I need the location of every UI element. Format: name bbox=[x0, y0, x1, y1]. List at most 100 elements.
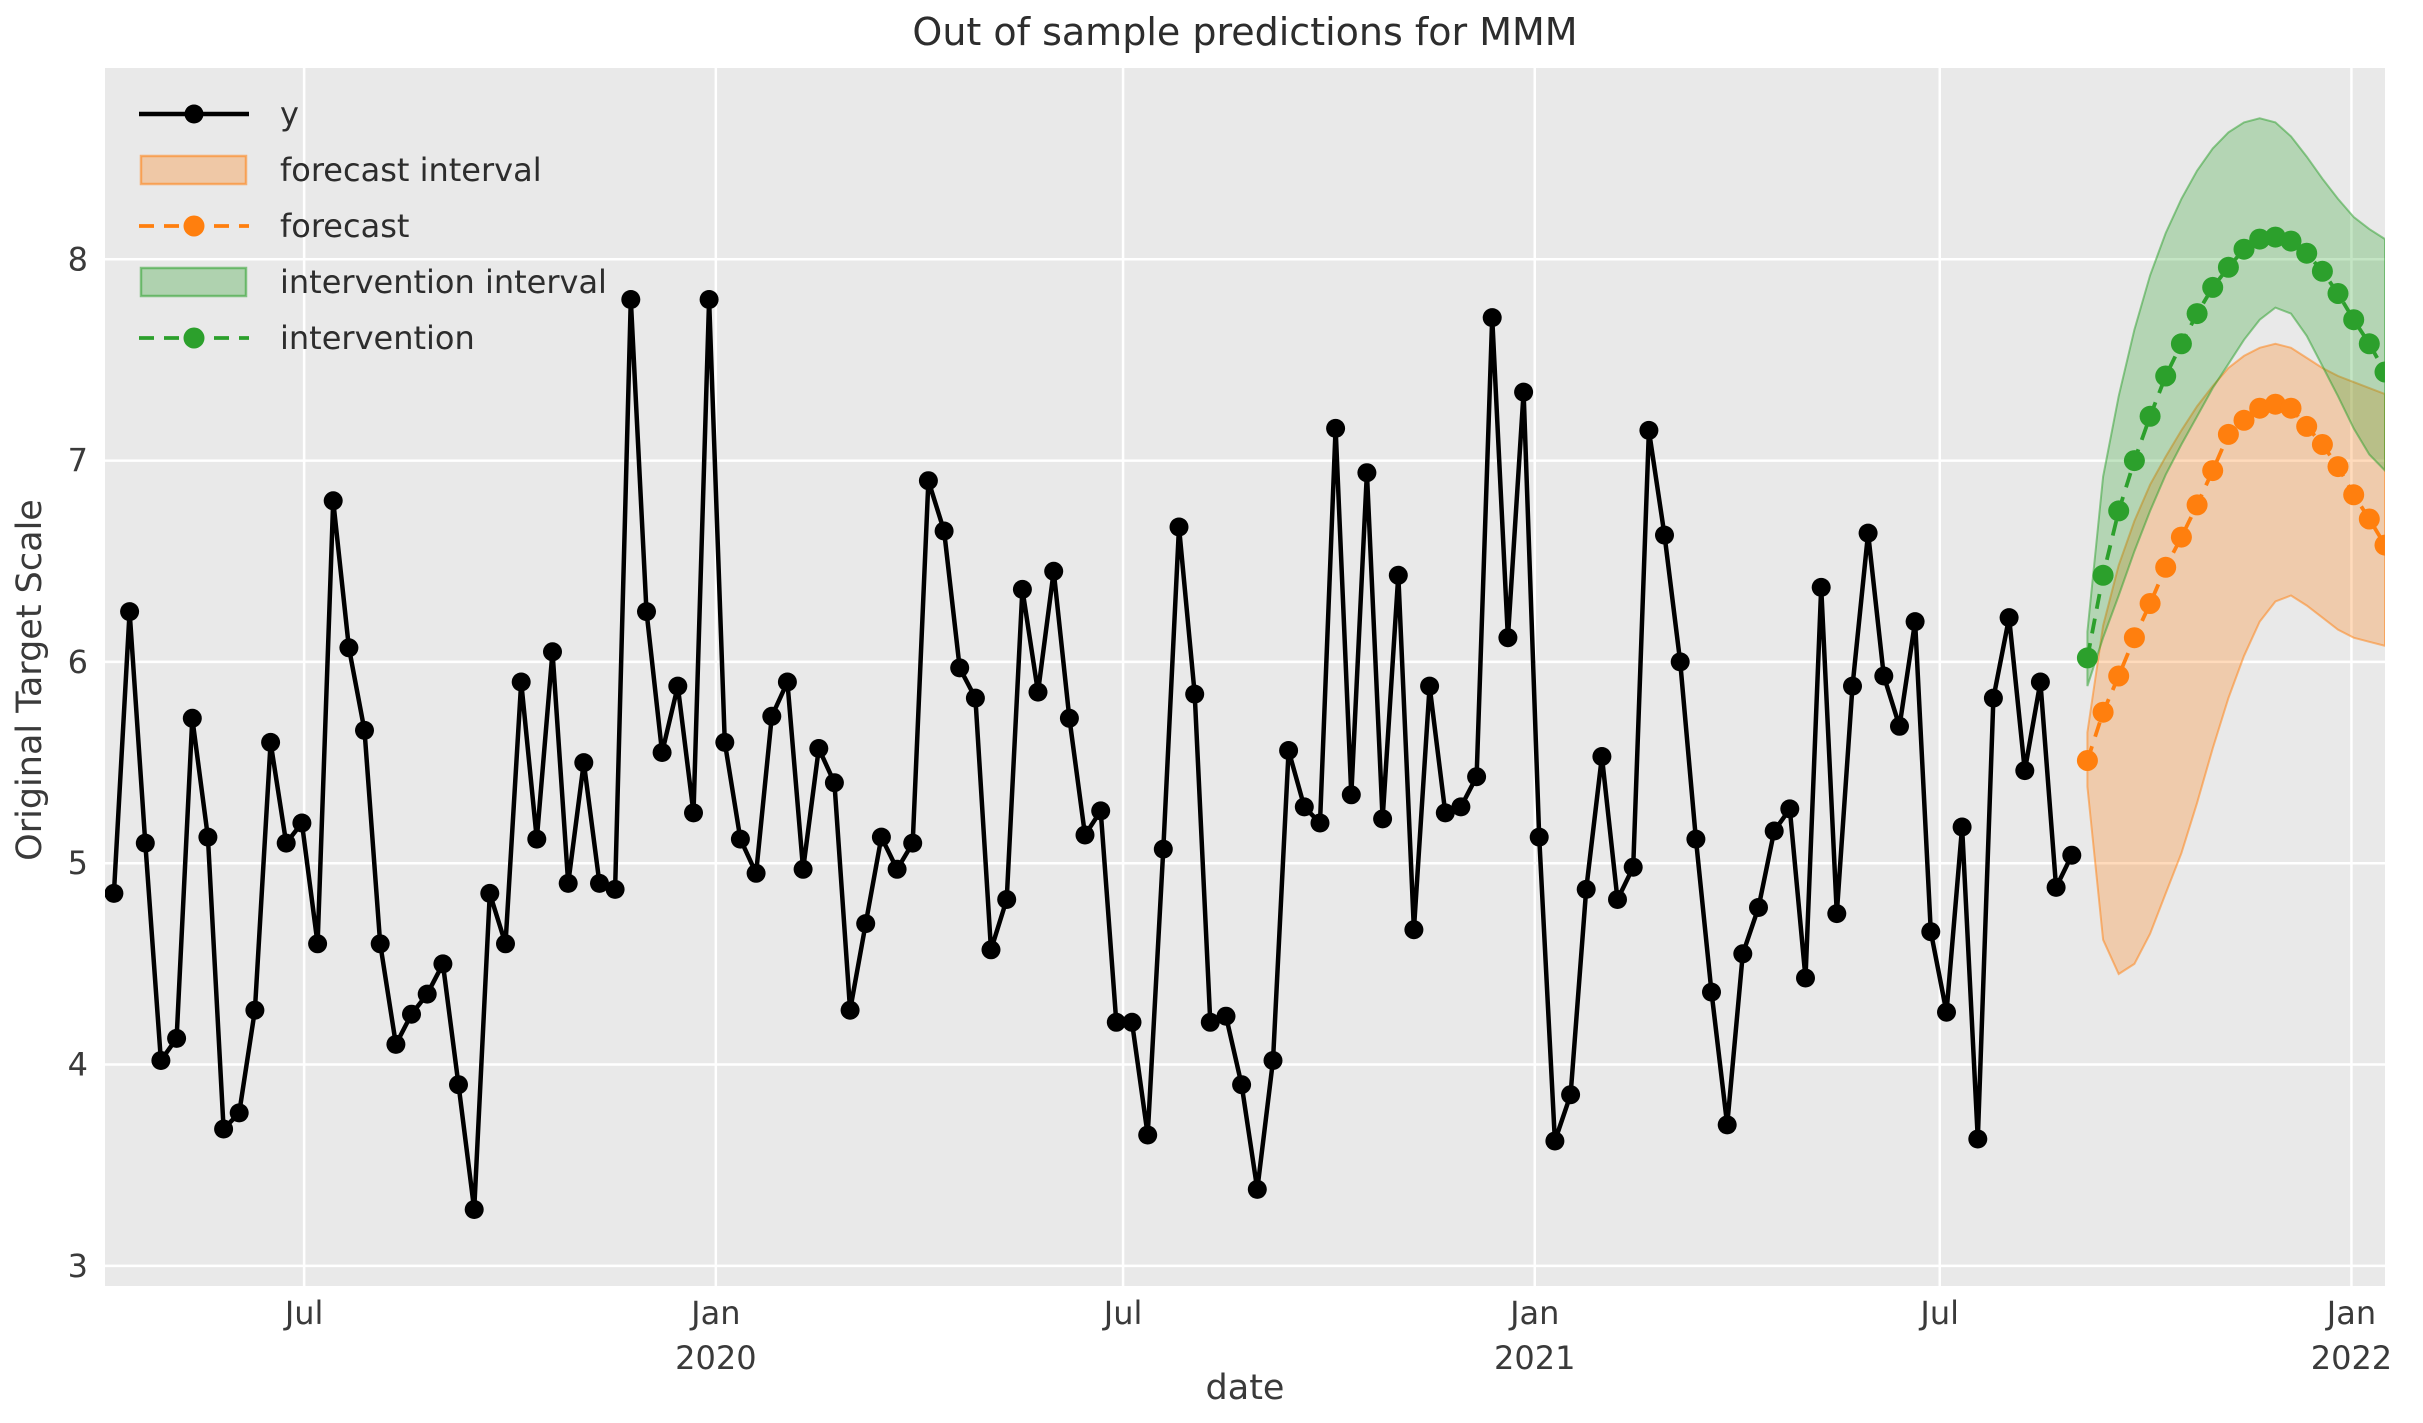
series-y-point bbox=[214, 1119, 234, 1139]
series-y-point bbox=[762, 706, 782, 726]
legend-label-intervention: intervention bbox=[280, 318, 475, 357]
series-y-point bbox=[1326, 418, 1346, 438]
legend-label-forecast-interval: forecast interval bbox=[280, 150, 542, 189]
series-y-point bbox=[245, 1000, 265, 1020]
series-y-point bbox=[871, 827, 891, 847]
series-y-point bbox=[997, 890, 1017, 909]
legend-swatch-intervention bbox=[139, 327, 249, 348]
series-y-point bbox=[1357, 463, 1377, 483]
series-y-point bbox=[1373, 809, 1393, 829]
forecast-point bbox=[2343, 484, 2365, 506]
intervention-point bbox=[2202, 276, 2224, 298]
series-y-point bbox=[918, 471, 938, 491]
forecast-point bbox=[2327, 456, 2349, 478]
intervention-point bbox=[2217, 256, 2239, 278]
series-y-point bbox=[1858, 523, 1878, 543]
series-y-point bbox=[1890, 716, 1909, 736]
x-tick-label: Jan bbox=[689, 1294, 740, 1332]
series-y-point bbox=[2062, 845, 2082, 865]
x-tick-label: Jul bbox=[1918, 1294, 1959, 1332]
series-y-point bbox=[339, 638, 359, 658]
series-y-point bbox=[1467, 767, 1487, 787]
series-y-point bbox=[2015, 761, 2035, 781]
series-y-point bbox=[229, 1103, 249, 1123]
series-y-point bbox=[1545, 1131, 1565, 1151]
intervention-point bbox=[2233, 238, 2255, 260]
intervention-point bbox=[2092, 564, 2114, 586]
series-y-point bbox=[809, 739, 829, 758]
series-y-point bbox=[417, 984, 437, 1004]
forecast-point bbox=[2311, 434, 2333, 455]
legend-item-y: y bbox=[133, 90, 607, 137]
series-y-point bbox=[1435, 803, 1455, 823]
forecast-point bbox=[2186, 494, 2208, 516]
series-y-point bbox=[1655, 525, 1674, 545]
legend-item-forecast: forecast bbox=[133, 202, 607, 249]
y-axis-label: Original Target Scale bbox=[10, 499, 50, 861]
series-y-point bbox=[323, 491, 343, 511]
series-y-point bbox=[1937, 1002, 1956, 1022]
series-y-point bbox=[464, 1200, 484, 1219]
series-y-point bbox=[1216, 1006, 1236, 1026]
series-y-point bbox=[637, 602, 656, 622]
series-y-point bbox=[934, 521, 954, 541]
series-y-point bbox=[1561, 1085, 1581, 1105]
series-y-point bbox=[574, 753, 594, 773]
intervention-point bbox=[2123, 450, 2145, 472]
intervention-point bbox=[2327, 283, 2349, 304]
legend-item-forecast-interval: forecast interval bbox=[133, 146, 607, 193]
intervention-point bbox=[2249, 228, 2271, 250]
series-y-point bbox=[198, 827, 218, 847]
series-y-point bbox=[605, 879, 625, 899]
series-y-point bbox=[1764, 821, 1784, 841]
series-y-point bbox=[1247, 1179, 1267, 1199]
series-y-point bbox=[527, 829, 547, 849]
y-tick-label: 8 bbox=[68, 240, 88, 278]
forecast-point bbox=[2170, 526, 2192, 548]
series-y-point bbox=[1404, 920, 1424, 940]
series-y-point bbox=[856, 914, 876, 934]
x-tick-label: Jan bbox=[1508, 1294, 1559, 1332]
intervention-point bbox=[2374, 361, 2385, 383]
forecast-point bbox=[2092, 701, 2114, 723]
forecast-point bbox=[2108, 665, 2130, 687]
series-y-point bbox=[1232, 1075, 1252, 1095]
series-y-point bbox=[840, 1000, 860, 1020]
series-y-point bbox=[1780, 799, 1800, 819]
series-y-point bbox=[1670, 652, 1690, 672]
series-y-point bbox=[543, 642, 562, 662]
series-y-point bbox=[1843, 676, 1862, 696]
series-y-point bbox=[1122, 1012, 1142, 1032]
series-y-point bbox=[1686, 829, 1706, 849]
series-y-point bbox=[1310, 813, 1330, 833]
y-tick-label: 4 bbox=[68, 1046, 88, 1084]
legend-swatch-y bbox=[139, 104, 249, 123]
series-y-point bbox=[1514, 382, 1534, 402]
forecast-point bbox=[2296, 415, 2318, 437]
legend-item-intervention-interval: intervention interval bbox=[133, 258, 607, 305]
series-y-point bbox=[1044, 561, 1064, 581]
series-y-point bbox=[2046, 877, 2066, 897]
forecast-band bbox=[2086, 342, 2385, 976]
series-y-point bbox=[1028, 682, 1048, 702]
series-y-point bbox=[887, 859, 907, 879]
intervention-point bbox=[2139, 405, 2161, 427]
series-y-point bbox=[1717, 1115, 1737, 1135]
intervention-point bbox=[2076, 647, 2098, 669]
series-y-point bbox=[1279, 741, 1299, 760]
chart-legend: y forecast interval forecast intervention i… bbox=[133, 90, 607, 361]
series-y-point bbox=[1091, 801, 1111, 821]
legend-swatch-forecast bbox=[139, 215, 249, 236]
series-y-point bbox=[777, 672, 797, 692]
series-y-point bbox=[1294, 797, 1314, 817]
series-y-point bbox=[699, 290, 719, 309]
series-y-point bbox=[135, 833, 155, 853]
series-y-point bbox=[793, 859, 813, 879]
forecast-point bbox=[2139, 593, 2161, 614]
series-y-point bbox=[370, 934, 390, 954]
series-y-point bbox=[386, 1034, 406, 1054]
data-layer bbox=[105, 117, 2385, 1219]
series-y-point bbox=[1921, 922, 1941, 942]
